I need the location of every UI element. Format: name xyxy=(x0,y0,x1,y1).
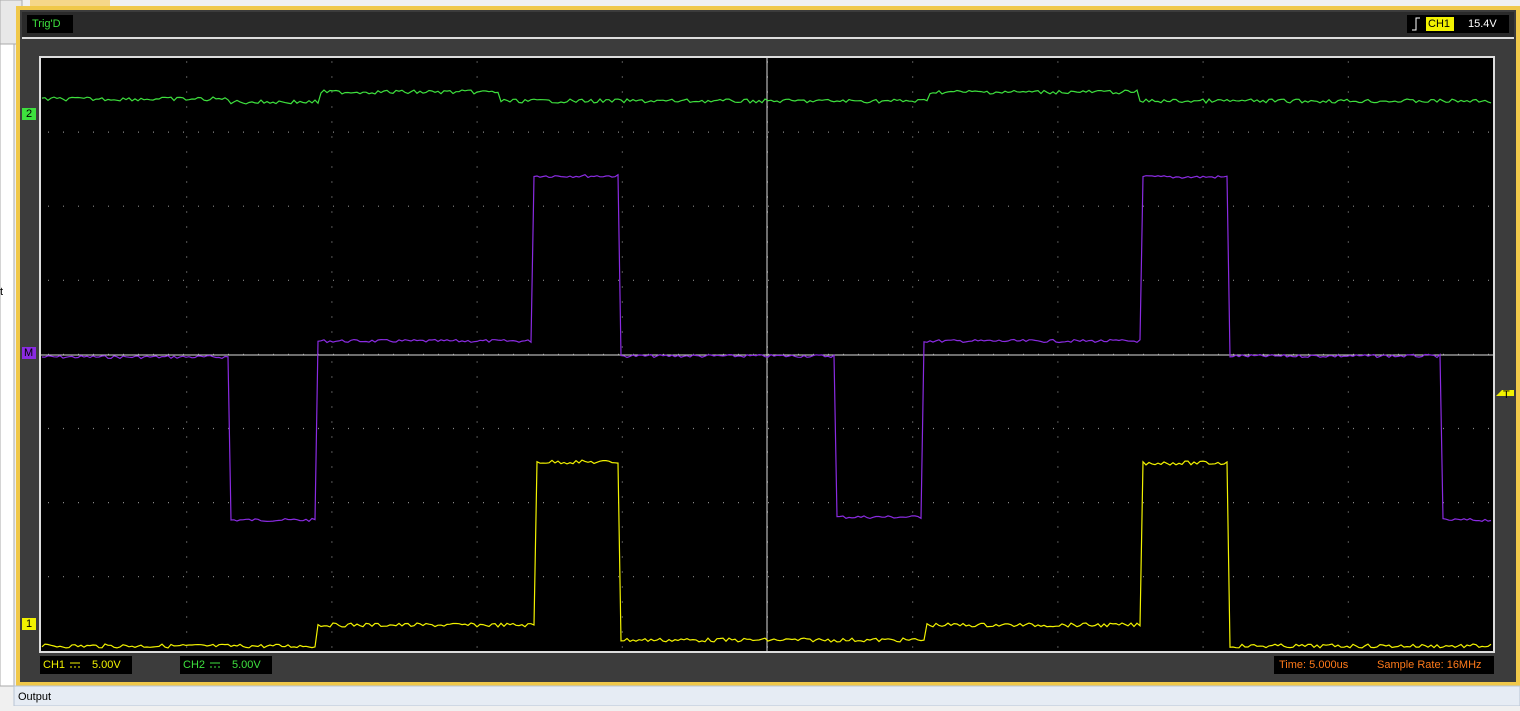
trigger-marker-label: T xyxy=(1503,389,1510,401)
coupling-icon xyxy=(210,662,220,668)
time-base: Time: 5.000us xyxy=(1279,659,1349,671)
sample-rate: Sample Rate: 16MHz xyxy=(1377,659,1482,671)
coupling-icon xyxy=(70,662,80,668)
ch1-marker-label: 1 xyxy=(26,618,32,630)
ch-math-trace xyxy=(41,173,1492,523)
waveforms xyxy=(41,89,1492,649)
tab[interactable] xyxy=(30,0,110,6)
trig-status: Trig'D xyxy=(32,18,61,30)
output-bar xyxy=(13,685,1520,707)
output-label: Output xyxy=(18,691,51,703)
ch2-scale: 5.00V xyxy=(232,659,261,671)
ch2-label: CH2 xyxy=(183,659,205,671)
side-text: t xyxy=(0,286,3,298)
ch1-scale: 5.00V xyxy=(92,659,121,671)
header-bar xyxy=(22,12,1514,38)
ch1-scale-box xyxy=(40,656,132,674)
ch2-marker xyxy=(22,108,36,120)
ch2-marker-label: 2 xyxy=(26,108,32,120)
ch1-tag xyxy=(1426,17,1454,31)
ch2-scale-box xyxy=(180,656,272,674)
trigger-marker xyxy=(1496,390,1514,396)
ch1-label: CH1 xyxy=(43,659,65,671)
trigger-level: 15.4V xyxy=(1468,18,1497,30)
grid xyxy=(48,61,1489,648)
ch2-trace xyxy=(41,89,1492,105)
math-marker xyxy=(22,347,36,359)
ch1-marker xyxy=(22,618,36,630)
trig-box xyxy=(27,15,73,33)
time-box xyxy=(1274,656,1494,674)
trigger-channel: CH1 xyxy=(1428,18,1450,30)
edge-icon xyxy=(1412,17,1420,31)
grid-dots xyxy=(48,61,1489,648)
ch1-trace xyxy=(41,459,1492,649)
math-marker-label: M xyxy=(24,347,33,359)
side-panel xyxy=(0,0,15,687)
